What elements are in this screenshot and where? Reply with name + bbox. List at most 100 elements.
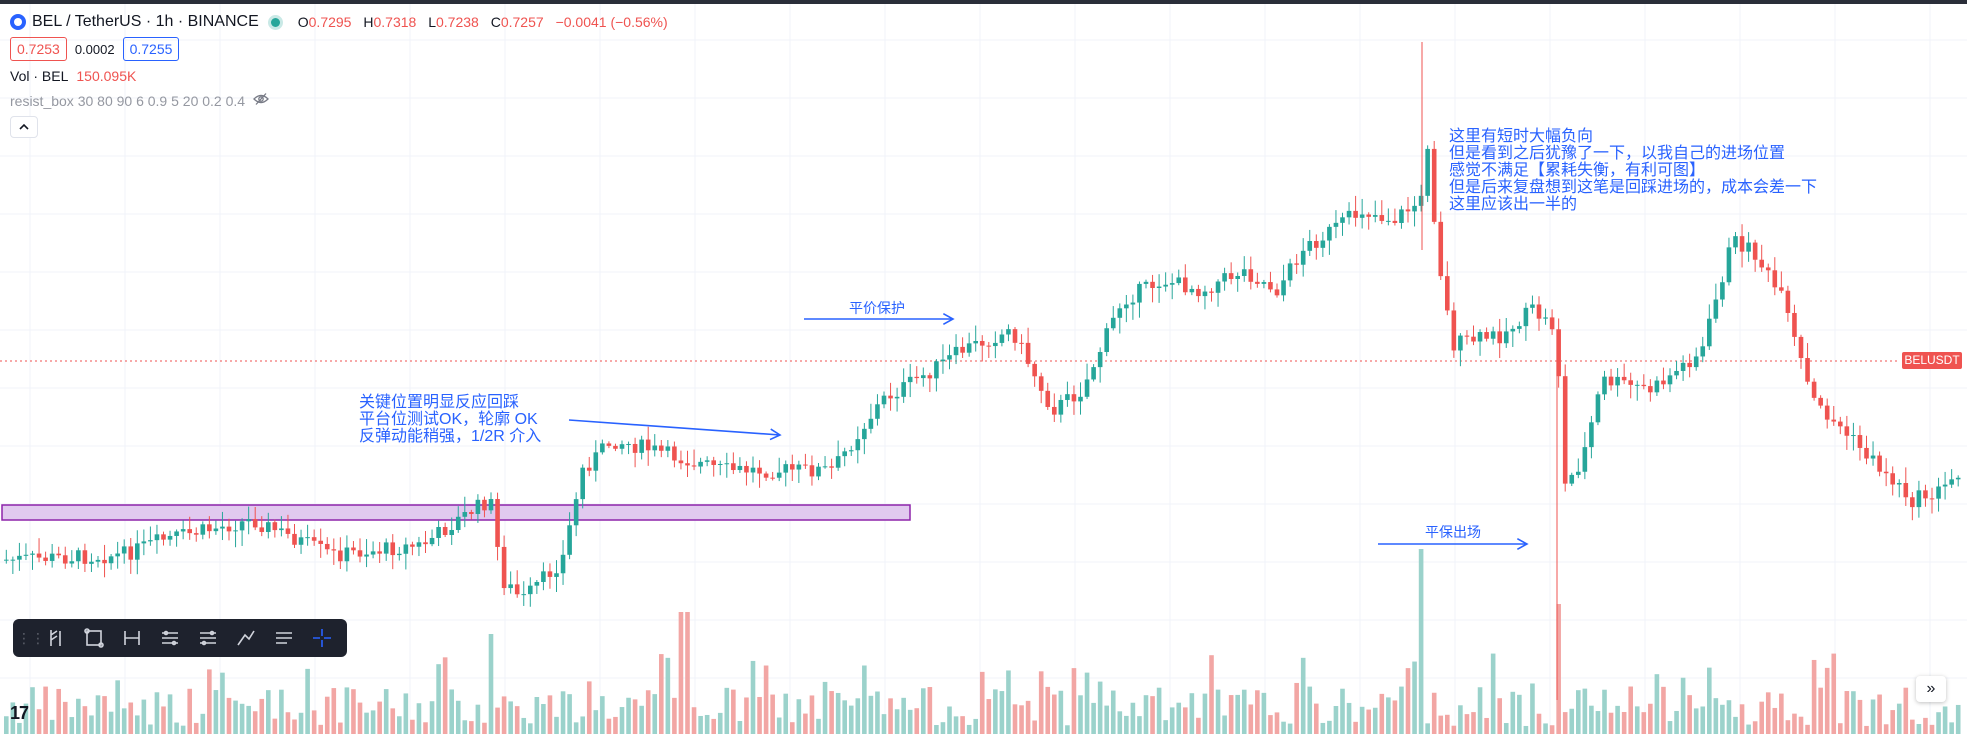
annotation-review[interactable]: 这里有短时大幅负向 但是看到之后犹豫了一下，以我自己的进场位置 感觉不满足【累耗… xyxy=(1449,128,1818,213)
volume-bar xyxy=(1936,712,1941,734)
volume-bar xyxy=(750,660,756,734)
candle-body xyxy=(717,463,723,465)
volume-bar xyxy=(868,695,874,734)
symbol-legend[interactable]: BEL / TetherUS · 1h · BINANCE O0.7295 H0… xyxy=(10,12,668,32)
candle-body xyxy=(95,559,101,562)
candle-body xyxy=(377,551,382,554)
volume-bar xyxy=(1038,671,1044,734)
candle-body xyxy=(554,573,559,577)
candle-body xyxy=(1333,222,1339,227)
candle-body xyxy=(193,533,199,535)
volume-bar xyxy=(1104,705,1109,734)
candle-body xyxy=(423,542,428,545)
eye-off-icon[interactable] xyxy=(253,92,269,109)
candle-body xyxy=(914,376,920,379)
volume-bar xyxy=(187,688,192,734)
brush-icon[interactable] xyxy=(37,619,75,657)
volume-bar xyxy=(200,713,206,734)
scroll-to-realtime-button[interactable]: » xyxy=(1916,676,1946,702)
volume-bar xyxy=(1896,703,1902,734)
annotation-breakeven[interactable]: 平价保护 xyxy=(849,300,905,316)
candle-body xyxy=(685,463,690,466)
candle-body xyxy=(1942,484,1948,487)
candle-body xyxy=(488,499,494,511)
candle-body xyxy=(272,522,278,531)
volume-bar xyxy=(1019,705,1024,734)
volume-bar xyxy=(1110,690,1116,734)
candle-body xyxy=(678,460,684,464)
candle-body xyxy=(1287,263,1293,281)
annotation-retest[interactable]: 关键位置明显反应回踩 平台位测试OK，轮廓 OK 反弹动能稍强，1/2R 介入 xyxy=(359,394,542,445)
volume-bar xyxy=(272,718,278,734)
volume-bar xyxy=(1418,549,1424,734)
sell-button[interactable]: 0.7253 xyxy=(10,37,67,61)
candle-body xyxy=(1222,273,1227,282)
volume-bar xyxy=(1372,707,1378,734)
candle-body xyxy=(711,460,716,465)
text-icon[interactable] xyxy=(265,619,303,657)
volume-bar xyxy=(1844,691,1850,734)
volume-bar xyxy=(1097,681,1103,734)
candle-body xyxy=(1503,331,1509,344)
collapse-legend-button[interactable] xyxy=(10,116,38,138)
short-position-icon[interactable] xyxy=(189,619,227,657)
long-position-icon[interactable] xyxy=(151,619,189,657)
candle-body xyxy=(1576,471,1581,475)
drag-handle[interactable]: ⋮⋮ xyxy=(17,629,45,646)
candle-body xyxy=(1615,376,1620,386)
volume-bar xyxy=(835,692,841,734)
candle-body xyxy=(1471,336,1476,342)
volume-bar xyxy=(1261,692,1267,734)
volume-legend[interactable]: Vol · BEL 150.095K xyxy=(10,68,136,84)
symbol-title[interactable]: BEL / TetherUS · 1h · BINANCE xyxy=(32,13,259,30)
volume-bar xyxy=(1831,653,1837,734)
candle-body xyxy=(1307,241,1313,251)
volume-bar xyxy=(1143,695,1149,734)
volume-bar xyxy=(554,716,559,734)
volume-bar xyxy=(1602,689,1607,734)
candle-body xyxy=(311,537,317,541)
volume-bar xyxy=(921,688,926,734)
candle-body xyxy=(1124,304,1129,309)
measure-icon[interactable] xyxy=(113,619,151,657)
buy-button[interactable]: 0.7255 xyxy=(122,37,180,61)
volume-bar xyxy=(1084,672,1090,734)
candle-body xyxy=(279,528,284,531)
candle-body xyxy=(626,443,631,445)
crosshair-icon[interactable] xyxy=(303,619,341,657)
volume-bar xyxy=(573,722,579,734)
volume-bar xyxy=(593,710,599,734)
volume-bar xyxy=(180,725,186,734)
candle-body xyxy=(167,535,173,540)
candle-body xyxy=(1300,250,1306,265)
volume-bar xyxy=(1641,712,1647,734)
candle-body xyxy=(1006,329,1011,335)
candle-body xyxy=(1058,399,1064,415)
path-icon[interactable] xyxy=(227,619,265,657)
tradingview-logo[interactable]: 17 xyxy=(10,703,29,723)
candle-body xyxy=(580,467,585,500)
volume-bar xyxy=(632,699,638,734)
volume-bar xyxy=(252,711,258,734)
candle-body xyxy=(875,404,880,419)
candle-body xyxy=(763,473,769,478)
volume-bar xyxy=(410,719,415,734)
candle-body xyxy=(1196,288,1201,297)
volume-bar xyxy=(1720,704,1725,734)
volume-bar xyxy=(1582,688,1588,734)
candle-body xyxy=(1674,370,1679,376)
volume-bar xyxy=(907,709,913,734)
candle-body xyxy=(567,525,572,555)
candle-body xyxy=(659,445,664,451)
volume-bar xyxy=(161,706,166,734)
candle-body xyxy=(1163,284,1168,287)
annotation-breakeven-exit[interactable]: 平保出场 xyxy=(1425,524,1481,540)
indicator-legend[interactable]: resist_box 30 80 90 6 0.9 5 20 0.2 0.4 xyxy=(10,92,269,109)
rectangle-icon[interactable] xyxy=(75,619,113,657)
candle-body xyxy=(1838,421,1843,427)
candle-body xyxy=(1032,363,1037,377)
volume-bar xyxy=(1241,689,1247,734)
volume-bar xyxy=(1399,686,1404,734)
candle-body xyxy=(1870,455,1876,459)
